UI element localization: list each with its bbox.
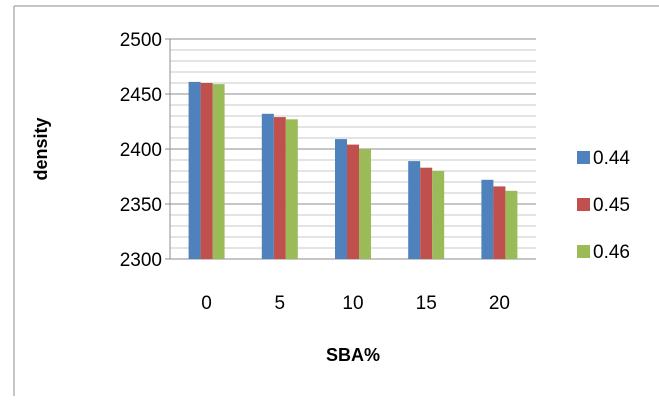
legend-label: 0.45: [593, 195, 630, 216]
legend-swatch: [577, 198, 590, 211]
bar-0.46-10: [359, 149, 371, 259]
x-axis-label: SBA%: [326, 345, 380, 365]
y-tick-label: 2400: [120, 140, 162, 161]
legend-label: 0.44: [593, 148, 630, 169]
x-tick-label: 20: [489, 293, 510, 314]
legend: 0.44 0.45 0.46: [577, 148, 630, 263]
bar-0.45-5: [273, 117, 286, 259]
bar-0.44-5: [261, 113, 274, 259]
bar-0.45-15: [420, 167, 433, 259]
bar-0.44-15: [408, 161, 421, 259]
bar-0.46-0: [212, 84, 225, 259]
x-tick-label: 0: [201, 293, 212, 314]
y-tick-label: 2300: [120, 250, 162, 271]
x-tick-label: 15: [416, 293, 437, 314]
legend-label: 0.46: [593, 242, 630, 263]
y-tick-labels: 2300 2350 2400 2450 2500: [120, 30, 162, 271]
bar-0.46-20: [505, 190, 518, 259]
bar-0.46-5: [285, 119, 298, 259]
y-axis-label: density: [31, 117, 51, 180]
bar-0.45-0: [200, 83, 213, 259]
bars: [188, 81, 518, 260]
bar-0.45-10: [347, 144, 359, 259]
legend-swatch: [577, 245, 590, 258]
x-tick-label: 10: [342, 293, 363, 314]
bar-0.44-10: [335, 139, 347, 259]
bar-0.46-15: [432, 171, 445, 259]
bar-0.45-20: [493, 186, 506, 259]
y-tick-label: 2350: [120, 195, 162, 216]
legend-swatch: [577, 151, 590, 164]
x-tick-label: 5: [275, 293, 286, 314]
y-tick-label: 2450: [120, 85, 162, 106]
bar-0.44-20: [481, 179, 494, 259]
y-tick-label: 2500: [120, 30, 162, 51]
x-tick-labels: 0 5 10 15 20: [201, 293, 510, 314]
bar-0.44-0: [188, 81, 201, 260]
